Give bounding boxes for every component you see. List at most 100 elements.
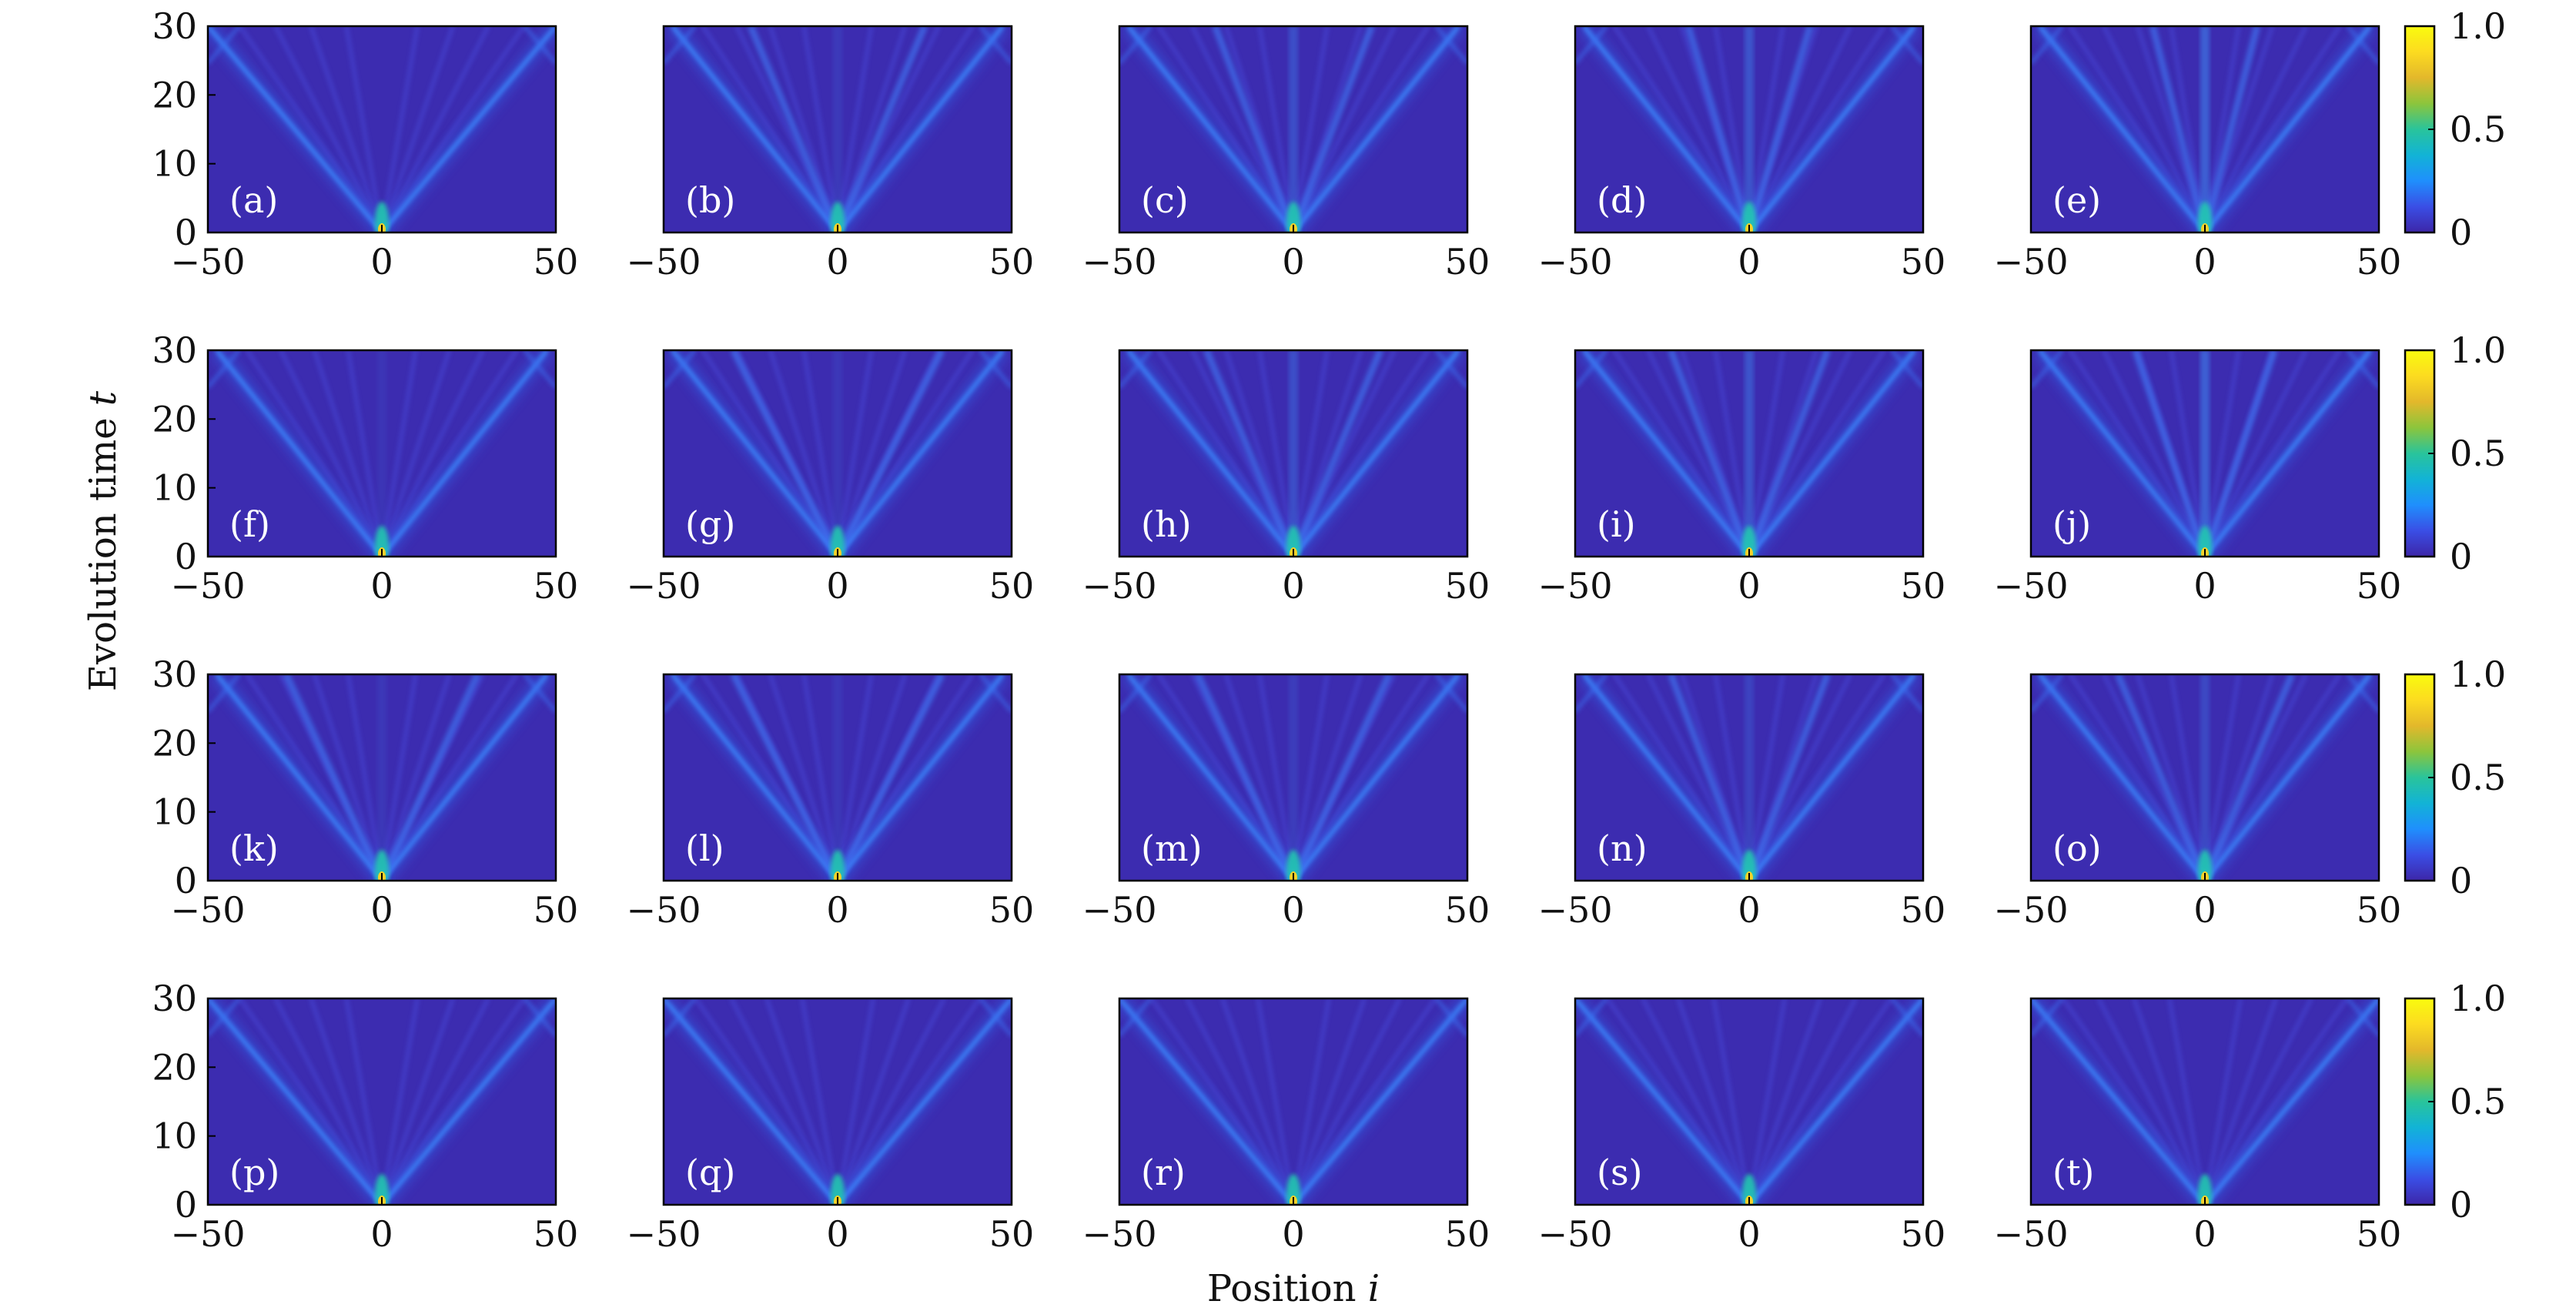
inner-ray (1203, 350, 1297, 557)
panel-plot-area (664, 998, 1012, 1205)
inner-ray (2114, 674, 2209, 881)
fan-ray (2132, 998, 2207, 1205)
cone-front (1575, 998, 1751, 1205)
panel-plot-area (1575, 998, 1923, 1205)
fan-ray (801, 674, 840, 881)
boundary-reflection (1575, 26, 1608, 65)
x-tick-label: 0 (1282, 889, 1304, 931)
inner-ray (1212, 26, 1297, 232)
panel-t: (t) −50 0 50 (1993, 997, 2401, 1255)
x-tick-label: 50 (534, 241, 579, 283)
boundary-reflection (2346, 998, 2379, 1037)
y-tick-label: 30 (152, 329, 197, 371)
y-tick-label: 0 (175, 212, 197, 253)
x-tick-label: 50 (989, 889, 1035, 931)
x-tick-label: −50 (170, 1213, 245, 1255)
colorbar-tick-label: 0 (2450, 212, 2472, 253)
panel-label: (f) (229, 503, 270, 545)
panel-plot-area (208, 674, 556, 881)
panel-label: (g) (685, 503, 735, 545)
cone-front (1126, 350, 1295, 557)
colorbar-row-1: 0 0.5 1.0 (2404, 5, 2506, 253)
y-tick-label: 20 (152, 1046, 197, 1088)
fan-ray (835, 350, 907, 557)
fan-ray (1747, 674, 1785, 881)
panel-label: (i) (1597, 503, 1636, 545)
cone-front (1748, 674, 1916, 881)
fan-ray (2102, 350, 2207, 557)
boundary-reflection (979, 674, 1012, 713)
x-tick-label: −50 (1537, 889, 1612, 931)
fan-ray (835, 350, 874, 557)
x-tick-label: 0 (2193, 1213, 2216, 1255)
panel-label: (b) (685, 179, 735, 221)
fan-ray (1646, 26, 1751, 232)
colorbar-tick-label: 1.0 (2450, 654, 2506, 695)
origin-spot-halo (1742, 202, 1756, 232)
fan-ray (1291, 998, 1402, 1205)
origin-spot-halo (1742, 850, 1756, 881)
panel-e: (e) −50 0 50 (1993, 25, 2401, 283)
origin-spot-halo (375, 202, 389, 232)
cone-front (2203, 350, 2372, 557)
origin-spot-halo (1742, 1174, 1756, 1205)
fan-ray (1641, 998, 1751, 1205)
x-tick-label: 0 (826, 1213, 848, 1255)
fan-ray (380, 26, 455, 232)
center-beam (1289, 674, 1298, 881)
panel-l: (l) −50 0 50 (626, 673, 1035, 931)
y-tick-label: 10 (152, 791, 197, 833)
y-axis-title-var: t (82, 390, 125, 406)
cone-front (664, 998, 839, 1205)
colorbar-tick-label: 0.5 (2450, 1081, 2506, 1122)
panel-plot-area (664, 350, 1012, 557)
panel-label: (h) (1141, 503, 1192, 545)
fan-ray (835, 674, 874, 881)
panel-plot-area (664, 26, 1012, 232)
fan-ray (1676, 998, 1751, 1205)
x-tick-label: 0 (370, 889, 393, 931)
fan-ray (346, 350, 384, 557)
panel-plot-area (1575, 674, 1923, 881)
fan-ray (380, 350, 418, 557)
fan-ray (1713, 350, 1751, 557)
fan-ray (1190, 26, 1296, 232)
fan-ray (801, 350, 840, 557)
panel-plot-area (2031, 674, 2379, 881)
boundary-reflection (1119, 350, 1153, 389)
boundary-reflection (1434, 998, 1467, 1037)
center-beam (377, 674, 386, 881)
y-tick-label: 10 (152, 467, 197, 509)
center-beam (2200, 350, 2210, 557)
inner-ray (378, 674, 481, 881)
fan-ray (309, 998, 384, 1205)
fan-ray (2169, 674, 2207, 881)
cone-front (1126, 26, 1295, 232)
inner-ray (1290, 350, 1384, 557)
origin-spot-halo (375, 850, 389, 881)
panel-label: (e) (2052, 179, 2101, 221)
panel-label: (k) (229, 828, 279, 869)
panel-r: (r) −50 0 50 (1082, 997, 1490, 1255)
cone-front (208, 998, 383, 1205)
boundary-reflection (2031, 350, 2064, 389)
x-tick-label: 50 (1445, 889, 1490, 931)
panel-g: (g) −50 0 50 (626, 349, 1034, 607)
y-axis-title-text: Evolution time (82, 406, 125, 691)
center-beam (377, 350, 386, 557)
cone-front (1292, 350, 1460, 557)
x-tick-label: 50 (1901, 1213, 1946, 1255)
fan-ray (835, 674, 907, 881)
panel-plot-area (2031, 350, 2379, 557)
inner-ray (1684, 26, 1753, 232)
y-tick-label: 30 (152, 978, 197, 1019)
x-tick-label: 0 (826, 889, 848, 931)
boundary-reflection (664, 998, 697, 1037)
fan-ray (380, 350, 485, 557)
x-tick-label: 0 (2193, 565, 2216, 607)
cone-front (1748, 350, 1916, 557)
fan-ray (1257, 350, 1296, 557)
